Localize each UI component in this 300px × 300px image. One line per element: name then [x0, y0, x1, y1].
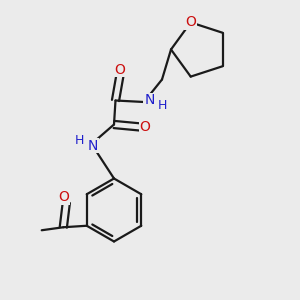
Text: O: O: [58, 190, 69, 204]
Text: N: N: [88, 139, 98, 152]
Text: O: O: [140, 120, 150, 134]
Text: H: H: [75, 134, 84, 148]
Text: O: O: [185, 15, 196, 29]
Text: H: H: [158, 99, 167, 112]
Text: N: N: [144, 94, 154, 107]
Text: O: O: [115, 63, 125, 76]
